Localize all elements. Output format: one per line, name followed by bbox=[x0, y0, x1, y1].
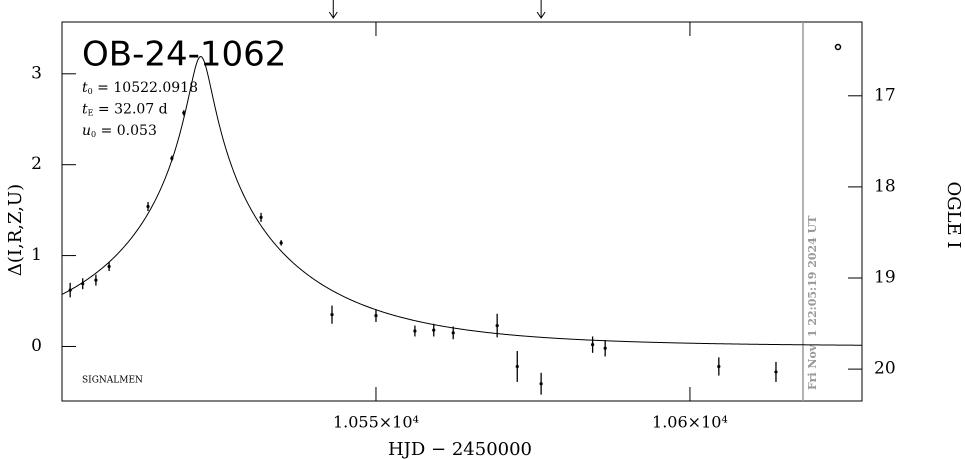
y2-tick-label: 19 bbox=[874, 268, 896, 288]
data-point bbox=[182, 111, 186, 115]
y-tick-label: 2 bbox=[31, 154, 42, 174]
plot-frame bbox=[61, 21, 863, 402]
data-point bbox=[413, 329, 417, 333]
data-point bbox=[259, 215, 263, 220]
data-point bbox=[107, 264, 111, 269]
param-value: 0.053 bbox=[117, 123, 157, 139]
x-tick-label: 1.06×10⁴ bbox=[652, 413, 728, 432]
y-tick-label: 0 bbox=[31, 336, 42, 356]
param-eq: = bbox=[93, 102, 114, 118]
param-symbol: t bbox=[82, 102, 88, 118]
y-tick-label: 3 bbox=[31, 63, 42, 83]
data-point bbox=[495, 323, 499, 328]
model-curve bbox=[61, 55, 863, 346]
data-point bbox=[451, 331, 455, 335]
data-point bbox=[774, 370, 778, 374]
param-sub: E bbox=[88, 109, 94, 118]
data-point bbox=[170, 156, 174, 160]
arrow bbox=[536, 0, 546, 19]
param-value: 32.07 bbox=[114, 102, 154, 118]
data-point bbox=[146, 204, 150, 209]
param-value: 10522.0918 bbox=[113, 80, 198, 96]
param-symbol: t bbox=[82, 80, 88, 96]
data-point bbox=[68, 288, 72, 292]
chart-title: OB-24-1062 bbox=[82, 35, 286, 75]
data-point bbox=[539, 382, 543, 386]
param: t0 = 10522.0918 bbox=[82, 80, 198, 96]
data-point bbox=[374, 313, 378, 318]
data-point bbox=[515, 364, 519, 369]
data-point bbox=[432, 328, 436, 332]
param-eq: = bbox=[93, 80, 114, 96]
y-tick-label: 1 bbox=[31, 245, 42, 265]
y2-tick-label: 18 bbox=[874, 176, 896, 196]
data-point bbox=[81, 282, 85, 286]
credit: SIGNALMEN bbox=[82, 376, 143, 386]
param-eq: = bbox=[96, 123, 117, 139]
arrow bbox=[328, 0, 338, 19]
data-point bbox=[591, 343, 595, 347]
x-axis-label: HJD − 2450000 bbox=[388, 439, 532, 459]
y-axis-label: Δ(I,R,Z,U) bbox=[5, 184, 26, 276]
param: u0 = 0.053 bbox=[82, 123, 157, 139]
param-symbol: u bbox=[82, 123, 91, 139]
data-point bbox=[603, 346, 607, 350]
param-sub: 0 bbox=[91, 130, 96, 139]
data-point bbox=[279, 241, 283, 245]
param: tE = 32.07 d bbox=[82, 102, 168, 118]
data-point bbox=[330, 313, 334, 317]
x-tick-label: 1.055×10⁴ bbox=[333, 413, 419, 432]
data-point bbox=[717, 364, 721, 369]
param-sub: 0 bbox=[88, 87, 93, 96]
data-point bbox=[94, 278, 98, 282]
param-unit: d bbox=[159, 102, 168, 118]
y2-tick-label: 20 bbox=[874, 359, 896, 379]
symbol bbox=[834, 43, 842, 51]
date-label: Fri Nov 1 22:05:19 2024 UT bbox=[806, 215, 819, 390]
y2-axis-label: OGLE I bbox=[943, 181, 964, 248]
y2-tick-label: 17 bbox=[874, 85, 896, 105]
